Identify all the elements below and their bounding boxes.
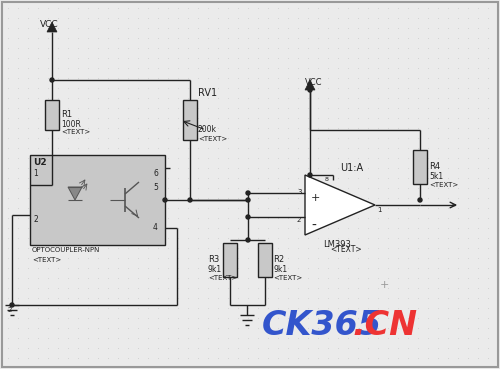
- Text: 4: 4: [153, 223, 158, 232]
- Text: .CN: .CN: [352, 309, 417, 342]
- Text: <TEXT>: <TEXT>: [330, 245, 362, 254]
- Circle shape: [246, 198, 250, 202]
- Circle shape: [308, 173, 312, 177]
- Text: R2: R2: [273, 255, 284, 264]
- Text: <TEXT>: <TEXT>: [429, 182, 458, 188]
- Circle shape: [10, 303, 14, 307]
- Text: 100R: 100R: [61, 120, 81, 129]
- Circle shape: [308, 88, 312, 92]
- Text: RV1: RV1: [198, 88, 217, 98]
- Text: U1:A: U1:A: [340, 163, 363, 173]
- Circle shape: [246, 238, 250, 242]
- Circle shape: [246, 215, 250, 219]
- Text: <TEXT>: <TEXT>: [61, 129, 90, 135]
- Bar: [30, 155, 165, 245]
- Text: <TEXT>: <TEXT>: [32, 257, 61, 263]
- Text: <TEXT>: <TEXT>: [273, 275, 302, 281]
- Polygon shape: [305, 175, 375, 235]
- Text: 5k1: 5k1: [429, 172, 443, 181]
- Circle shape: [50, 78, 54, 82]
- Text: 2: 2: [8, 307, 12, 313]
- Text: <TEXT>: <TEXT>: [208, 275, 238, 281]
- Text: 1: 1: [377, 207, 382, 213]
- Bar: [223, 243, 237, 277]
- Polygon shape: [305, 80, 315, 90]
- Text: VCC: VCC: [40, 20, 58, 29]
- Text: R1: R1: [61, 110, 72, 119]
- Polygon shape: [47, 22, 57, 32]
- Text: 9k1: 9k1: [208, 265, 222, 274]
- Bar: [183, 100, 197, 140]
- Bar: [258, 243, 272, 277]
- Text: VCC: VCC: [305, 78, 322, 87]
- Bar: [413, 150, 427, 184]
- Text: 6: 6: [153, 169, 158, 178]
- Circle shape: [163, 198, 167, 202]
- Text: 5: 5: [153, 183, 158, 192]
- Text: R4: R4: [429, 162, 440, 171]
- Text: CK365: CK365: [262, 309, 382, 342]
- Polygon shape: [68, 187, 82, 200]
- Text: LM393: LM393: [323, 240, 351, 249]
- Text: R3: R3: [208, 255, 219, 264]
- Text: +: +: [380, 280, 390, 290]
- Text: OPTOCOUPLER-NPN: OPTOCOUPLER-NPN: [32, 247, 100, 253]
- Text: 9k1: 9k1: [273, 265, 287, 274]
- Text: +: +: [311, 193, 320, 203]
- Bar: [45, 100, 59, 130]
- Text: 2: 2: [297, 217, 302, 223]
- Text: 8: 8: [325, 177, 329, 182]
- Text: 200k: 200k: [198, 125, 217, 134]
- Circle shape: [418, 198, 422, 202]
- Text: U2: U2: [33, 158, 46, 167]
- Text: 1: 1: [33, 169, 38, 178]
- Circle shape: [246, 191, 250, 195]
- Text: <TEXT>: <TEXT>: [198, 136, 227, 142]
- Text: -: -: [311, 219, 316, 233]
- Text: 3: 3: [297, 189, 302, 195]
- Circle shape: [188, 198, 192, 202]
- Text: 2: 2: [33, 215, 38, 224]
